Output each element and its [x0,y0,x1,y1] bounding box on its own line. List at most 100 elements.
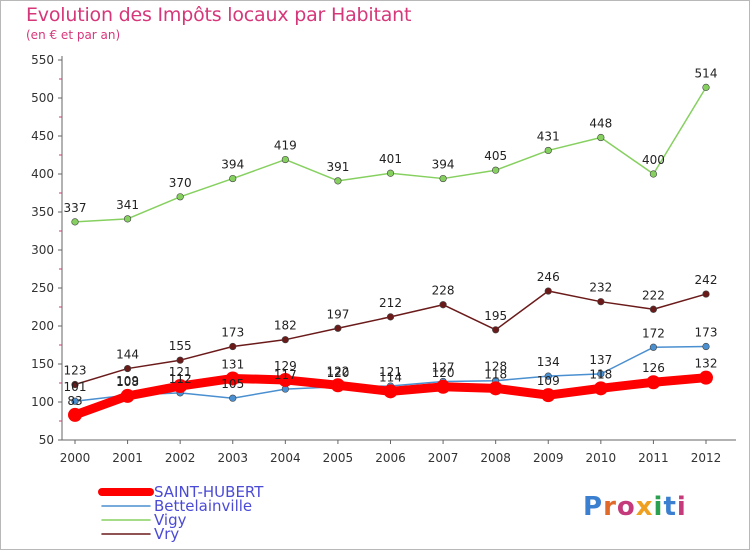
data-label-saint-hubert: 126 [642,361,665,375]
data-point-saint-hubert [330,378,345,393]
data-label-bettelainville: 172 [642,326,665,340]
x-tick-label: 2010 [586,451,617,465]
logo-letter: i [676,492,687,522]
proxiti-logo: Proxiti [583,492,687,522]
data-point-bettelainville [544,372,552,380]
data-point-saint-hubert [383,384,398,399]
data-label-bettelainville: 112 [169,372,192,386]
data-point-saint-hubert [699,370,713,385]
data-label-bettelainville: 121 [379,365,402,379]
data-label-saint-hubert: 83 [67,394,82,408]
data-point-vigy [544,146,552,155]
y-tick-label: 100 [31,395,54,409]
data-point-vry [702,290,710,298]
data-point-vigy [439,174,447,183]
data-label-vigy: 405 [484,149,507,163]
data-label-vigy: 370 [169,176,192,190]
data-point-vigy [229,174,237,183]
data-label-saint-hubert: 108 [116,375,139,389]
data-label-bettelainville: 137 [589,353,612,367]
data-label-vigy: 394 [221,158,244,172]
data-point-vry [123,364,132,373]
data-label-vry: 123 [64,364,87,378]
data-label-vry: 222 [642,288,665,302]
data-label-vry: 228 [432,284,455,298]
logo-letter: o [616,492,636,522]
data-point-saint-hubert [173,379,188,394]
data-point-bettelainville [71,397,79,405]
x-tick-label: 2000 [60,451,91,465]
data-point-saint-hubert [436,379,451,394]
data-label-bettelainville: 101 [64,380,87,394]
x-tick-label: 2005 [323,451,354,465]
data-label-saint-hubert: 120 [432,366,455,380]
data-point-vigy [334,177,342,185]
y-tick-label: 500 [31,91,54,105]
data-label-vry: 195 [484,309,507,323]
logo-letter: r [603,492,617,522]
data-point-vigy [597,133,605,142]
data-label-vry: 182 [274,319,297,333]
legend-label-vigy: Vigy [154,511,187,529]
data-label-saint-hubert: 118 [484,367,507,381]
data-label-saint-hubert: 118 [589,367,612,381]
y-tick-label: 200 [31,319,54,333]
data-point-vry [649,305,658,313]
data-point-saint-hubert [225,371,240,386]
data-label-vry: 232 [589,281,612,295]
data-label-bettelainville: 120 [326,366,349,380]
data-label-vry: 242 [695,273,718,287]
data-label-saint-hubert: 122 [326,364,349,378]
data-point-vry [334,324,342,332]
data-label-bettelainville: 109 [116,374,139,388]
x-tick-label: 2004 [270,451,301,465]
data-label-saint-hubert: 121 [169,365,192,379]
data-point-vry [544,287,552,295]
data-label-bettelainville: 117 [274,368,297,382]
data-label-vry: 155 [169,339,192,353]
x-tick-label: 2012 [691,451,722,465]
data-point-vigy [492,166,500,174]
data-label-saint-hubert: 129 [274,359,297,373]
data-label-vigy: 400 [642,153,665,167]
data-point-saint-hubert [488,381,503,396]
data-label-bettelainville: 127 [432,360,455,374]
data-point-bettelainville [649,343,658,351]
logo-letter: i [653,492,664,522]
data-label-saint-hubert: 132 [695,357,718,371]
data-label-bettelainville: 105 [221,377,244,391]
series-layer [68,83,713,422]
data-point-vry [281,336,289,344]
y-tick-label: 250 [31,281,54,295]
data-point-saint-hubert [68,407,82,422]
data-point-vigy [702,83,710,91]
data-point-vry [597,298,605,306]
y-tick-label: 150 [31,357,54,371]
y-tick-label: 300 [31,243,54,257]
data-point-vigy [123,215,132,223]
logo-letter: t [663,492,677,522]
data-point-bettelainville [702,342,710,351]
data-point-vigy [176,193,184,201]
data-point-saint-hubert [593,381,608,396]
data-labels: 337 341 370 394 419 391 401 394 405 431 448 400 514 1… [64,66,718,408]
data-point-vigy [649,170,658,178]
axes: 50 100 150 200 250 300 350 400 450 500 550 2000 2001… [31,53,736,465]
x-tick-label: 2011 [638,451,669,465]
x-tick-label: 2007 [428,451,459,465]
data-point-vigy [281,155,289,164]
x-tick-label: 2009 [533,451,564,465]
logo-letter: P [583,492,604,522]
data-label-vigy: 337 [64,201,87,215]
data-label-vigy: 394 [432,158,455,172]
data-label-vry: 212 [379,296,402,310]
data-label-vigy: 341 [116,198,139,212]
data-label-saint-hubert: 109 [537,374,560,388]
data-point-bettelainville [229,394,237,402]
data-point-saint-hubert [278,372,293,387]
data-label-vry: 246 [537,270,560,284]
y-tick-label: 350 [31,205,54,219]
